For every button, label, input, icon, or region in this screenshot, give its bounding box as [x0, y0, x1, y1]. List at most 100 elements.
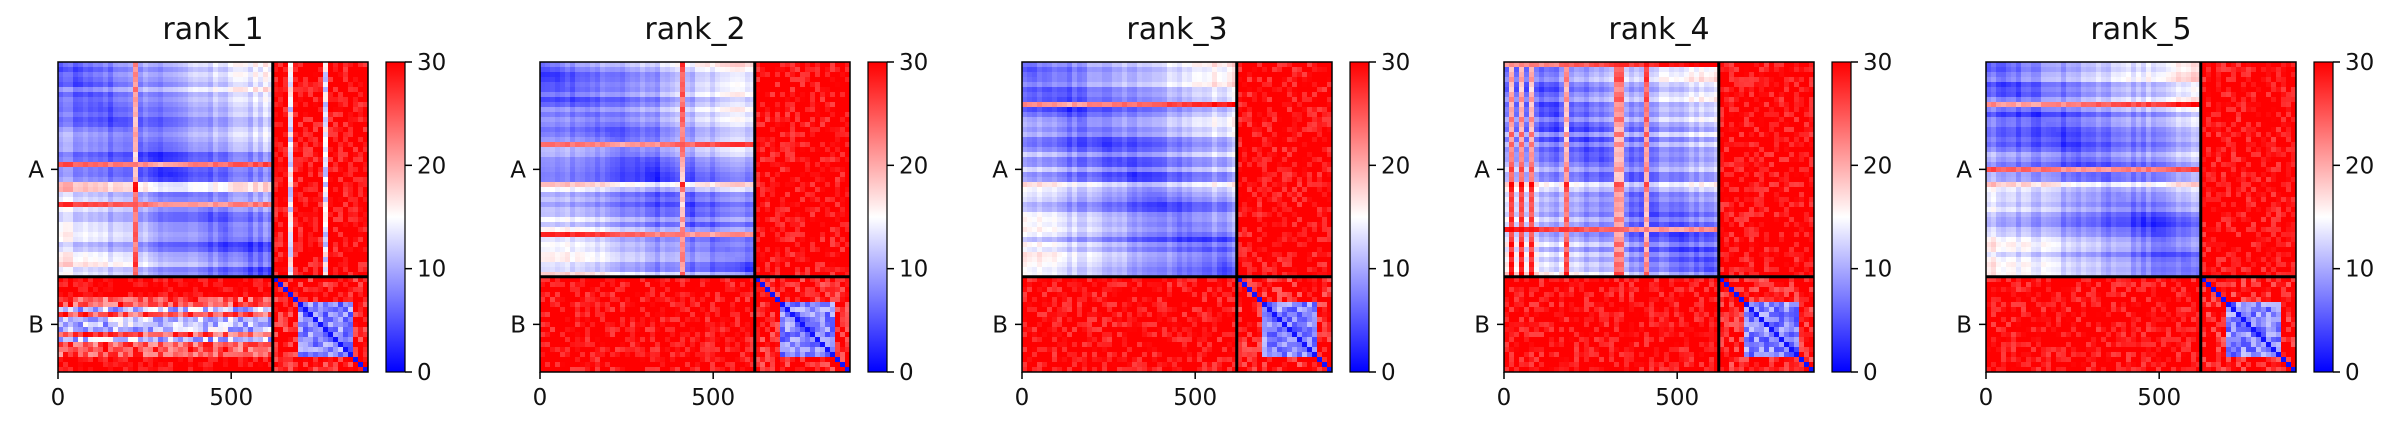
heatmap-cell	[173, 192, 179, 198]
heatmap-cell	[168, 257, 174, 263]
heatmap-cell	[183, 227, 189, 233]
heatmap-cell	[93, 302, 99, 308]
heatmap-cell	[98, 292, 104, 298]
heatmap-cell	[695, 142, 701, 148]
heatmap-cell	[263, 117, 269, 123]
heatmap-cell	[313, 307, 319, 313]
heatmap-cell	[575, 72, 581, 78]
heatmap-cell	[123, 352, 129, 358]
heatmap-cell	[288, 237, 294, 243]
heatmap-cell	[233, 272, 239, 278]
heatmap-cell	[258, 202, 264, 208]
heatmap-cell	[193, 137, 199, 143]
heatmap-cell	[163, 252, 169, 258]
heatmap-cell	[313, 122, 319, 128]
heatmap-cell	[303, 62, 309, 68]
heatmap-cell	[253, 162, 259, 168]
heatmap-cell	[198, 362, 204, 368]
heatmap-cell	[715, 127, 721, 133]
heatmap-cell	[760, 62, 766, 68]
heatmap-cell	[323, 207, 329, 213]
heatmap-cell	[278, 137, 284, 143]
heatmap-cell	[188, 97, 194, 103]
heatmap-cell	[805, 82, 811, 88]
heatmap-cell	[223, 252, 229, 258]
heatmap-cell	[193, 152, 199, 158]
heatmap-cell	[348, 307, 354, 313]
heatmap-cell	[750, 72, 756, 78]
heatmap-cell	[700, 72, 706, 78]
heatmap-cell	[228, 342, 234, 348]
heatmap-cell	[725, 107, 731, 113]
heatmap-cell	[570, 92, 576, 98]
heatmap-cell	[353, 262, 359, 268]
heatmap-cell	[620, 137, 626, 143]
heatmap-cell	[800, 107, 806, 113]
heatmap-cell	[83, 352, 89, 358]
heatmap-cell	[268, 117, 274, 123]
heatmap-cell	[840, 137, 846, 143]
heatmap-cell	[138, 327, 144, 333]
heatmap-cell	[680, 117, 686, 123]
heatmap-cell	[113, 257, 119, 263]
heatmap-cell	[103, 167, 109, 173]
heatmap-cell	[188, 337, 194, 343]
heatmap-cell	[148, 122, 154, 128]
heatmap-cell	[248, 312, 254, 318]
heatmap-cell	[298, 62, 304, 68]
heatmap-cell	[123, 122, 129, 128]
heatmap-cell	[208, 212, 214, 218]
heatmap-cell	[650, 112, 656, 118]
heatmap-cell	[173, 307, 179, 313]
heatmap-cell	[725, 67, 731, 73]
heatmap-cell	[353, 77, 359, 83]
heatmap-cell	[213, 187, 219, 193]
heatmap-cell	[293, 342, 299, 348]
heatmap-cell	[98, 92, 104, 98]
heatmap-cell	[715, 82, 721, 88]
heatmap-cell	[58, 192, 64, 198]
heatmap-cell	[595, 122, 601, 128]
heatmap-cell	[233, 232, 239, 238]
heatmap-cell	[188, 307, 194, 313]
heatmap-cell	[323, 352, 329, 358]
heatmap-cell	[835, 62, 841, 68]
heatmap-cell	[118, 72, 124, 78]
heatmap-cell	[540, 67, 546, 73]
heatmap-cell	[128, 307, 134, 313]
heatmap-cell	[323, 252, 329, 258]
heatmap-cell	[73, 182, 79, 188]
heatmap-cell	[88, 187, 94, 193]
heatmap-cell	[138, 177, 144, 183]
heatmap-cell	[193, 242, 199, 248]
heatmap-cell	[695, 92, 701, 98]
heatmap-cell	[343, 352, 349, 358]
heatmap-cell	[258, 322, 264, 328]
heatmap-cell	[343, 367, 349, 373]
heatmap-cell	[820, 102, 826, 108]
heatmap-cell	[223, 327, 229, 333]
heatmap-cell	[68, 87, 74, 93]
heatmap-cell	[173, 137, 179, 143]
heatmap-cell	[313, 247, 319, 253]
heatmap-cell	[223, 217, 229, 223]
heatmap-cell	[73, 307, 79, 313]
heatmap-cell	[820, 62, 826, 68]
heatmap-cell	[555, 82, 561, 88]
heatmap-cell	[133, 362, 139, 368]
heatmap-cell	[213, 247, 219, 253]
heatmap-cell	[163, 137, 169, 143]
heatmap-cell	[273, 307, 279, 313]
heatmap-cell	[253, 82, 259, 88]
heatmap-cell	[338, 72, 344, 78]
heatmap-cell	[83, 322, 89, 328]
heatmap-cell	[163, 362, 169, 368]
heatmap-cell	[830, 127, 836, 133]
heatmap-cell	[183, 212, 189, 218]
heatmap-cell	[178, 262, 184, 268]
heatmap-cell	[555, 72, 561, 78]
heatmap-cell	[223, 267, 229, 273]
heatmap-cell	[98, 342, 104, 348]
heatmap-cell	[108, 97, 114, 103]
heatmap-cell	[308, 117, 314, 123]
